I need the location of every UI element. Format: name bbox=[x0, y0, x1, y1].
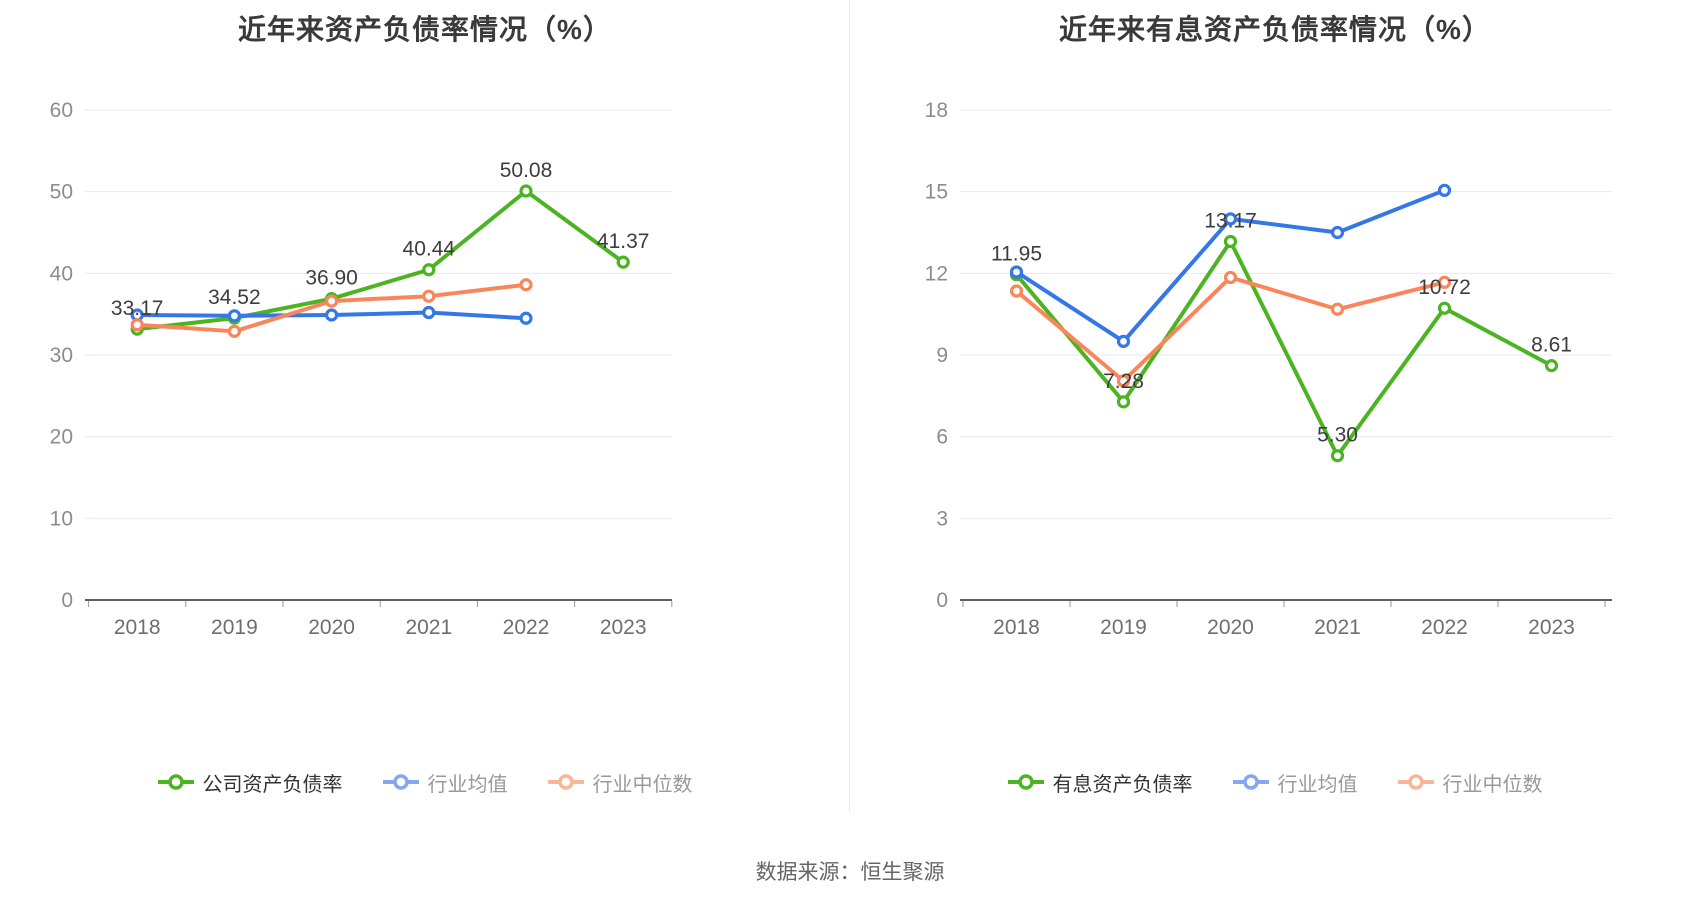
legend-item-company[interactable]: 有息资产负债率 bbox=[1007, 768, 1193, 797]
y-tick-label: 0 bbox=[61, 589, 73, 612]
data-point-label: 40.44 bbox=[403, 238, 456, 261]
data-point-label: 34.52 bbox=[208, 286, 261, 309]
data-point-label: 41.37 bbox=[597, 230, 650, 253]
legend-item-company[interactable]: 公司资产负债率 bbox=[157, 768, 343, 797]
x-tick-label: 2018 bbox=[993, 616, 1040, 639]
line-series-legend-icon bbox=[547, 774, 584, 790]
line-series-legend-icon bbox=[382, 774, 419, 790]
chart-legend: 有息资产负债率 行业均值 行业中位数 bbox=[850, 762, 1700, 802]
y-tick-label: 20 bbox=[50, 426, 73, 449]
legend-label: 行业均值 bbox=[427, 773, 508, 796]
data-point-label: 33.17 bbox=[111, 297, 164, 320]
x-tick-label: 2020 bbox=[1207, 616, 1254, 639]
x-tick-label: 2018 bbox=[114, 616, 161, 639]
y-tick-label: 18 bbox=[925, 99, 948, 122]
data-point-label: 36.90 bbox=[305, 267, 358, 290]
x-tick-label: 2023 bbox=[1528, 616, 1575, 639]
y-tick-label: 0 bbox=[936, 589, 948, 612]
chart-legend: 公司资产负债率 行业均值 行业中位数 bbox=[0, 762, 850, 802]
x-tick-label: 2021 bbox=[1314, 616, 1361, 639]
x-tick-label: 2022 bbox=[1421, 616, 1468, 639]
x-tick-label: 2023 bbox=[600, 616, 647, 639]
data-point-label: 50.08 bbox=[500, 159, 553, 182]
y-tick-label: 10 bbox=[50, 507, 73, 530]
y-tick-label: 50 bbox=[50, 181, 73, 204]
line-series-legend-icon bbox=[1397, 774, 1434, 790]
y-tick-label: 40 bbox=[50, 262, 73, 285]
line-series-legend-icon bbox=[157, 774, 194, 790]
chart-panel-debt-ratio: 近年来资产负债率情况（%） 0 10 20 30 40 50 60 2018 2019 2020 2… bbox=[0, 0, 850, 812]
legend-label: 行业中位数 bbox=[1442, 773, 1543, 796]
y-tick-label: 6 bbox=[936, 426, 948, 449]
chart-panel-interest-debt-ratio: 近年来有息资产负债率情况（%） 0 3 6 9 12 15 18 2018 2019 2020 20… bbox=[850, 0, 1700, 812]
line-chart: 0 3 6 9 12 15 18 2018 2019 2020 2021 2022 2023 11.95 7… bbox=[925, 99, 1612, 639]
data-source: 数据来源：恒生聚源 bbox=[755, 861, 945, 884]
y-tick-label: 9 bbox=[936, 344, 948, 367]
chart-title: 近年来有息资产负债率情况（%） bbox=[1059, 14, 1491, 45]
x-tick-label: 2022 bbox=[503, 616, 550, 639]
legend-item-industry-mean[interactable]: 行业均值 bbox=[1232, 768, 1358, 797]
line-series-legend-icon bbox=[1232, 774, 1269, 790]
data-point-label: 5.30 bbox=[1317, 424, 1358, 447]
y-tick-label: 60 bbox=[50, 99, 73, 122]
x-tick-label: 2020 bbox=[308, 616, 355, 639]
legend-label: 行业均值 bbox=[1277, 773, 1358, 796]
data-point-label: 8.61 bbox=[1531, 334, 1572, 357]
y-tick-label: 15 bbox=[925, 181, 948, 204]
x-tick-label: 2019 bbox=[1100, 616, 1147, 639]
y-tick-label: 12 bbox=[925, 262, 948, 285]
legend-label: 公司资产负债率 bbox=[202, 773, 343, 796]
y-tick-label: 3 bbox=[936, 507, 948, 530]
line-chart: 0 10 20 30 40 50 60 2018 2019 2020 2021 2022 2023 33.… bbox=[50, 99, 673, 639]
data-point-label: 10.72 bbox=[1418, 276, 1471, 299]
legend-label: 有息资产负债率 bbox=[1052, 773, 1193, 796]
y-tick-label: 30 bbox=[50, 344, 73, 367]
legend-item-industry-median[interactable]: 行业中位数 bbox=[547, 768, 693, 797]
legend-item-industry-median[interactable]: 行业中位数 bbox=[1397, 768, 1543, 797]
panel-divider bbox=[849, 0, 850, 813]
legend-label: 行业中位数 bbox=[592, 773, 693, 796]
data-point-label: 11.95 bbox=[991, 243, 1042, 266]
data-point-label: 13.17 bbox=[1204, 209, 1257, 232]
x-tick-label: 2019 bbox=[211, 616, 258, 639]
x-tick-label: 2021 bbox=[405, 616, 452, 639]
line-series-legend-icon bbox=[1007, 774, 1044, 790]
data-point-label: 7.28 bbox=[1103, 370, 1144, 393]
legend-item-industry-mean[interactable]: 行业均值 bbox=[382, 768, 508, 797]
chart-title: 近年来资产负债率情况（%） bbox=[238, 14, 612, 45]
